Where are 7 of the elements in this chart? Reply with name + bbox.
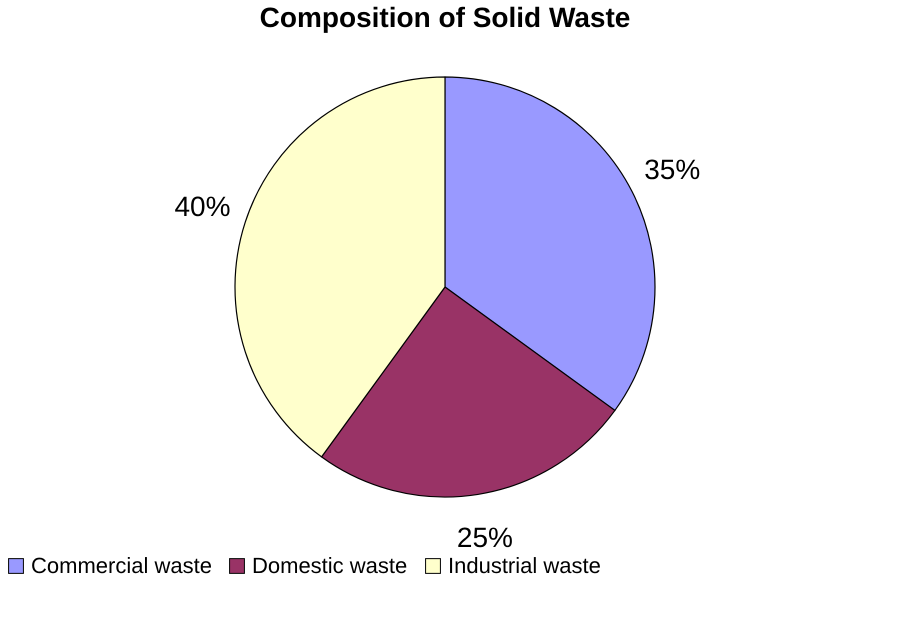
legend-label: Domestic waste xyxy=(252,553,408,578)
data-label: 25% xyxy=(456,522,513,553)
data-label: 35% xyxy=(644,154,700,186)
legend-label: Industrial waste xyxy=(448,553,601,578)
chart-title: Composition of Solid Waste xyxy=(260,2,630,33)
legend-label: Commercial waste xyxy=(31,553,212,578)
data-label: 40% xyxy=(174,191,231,222)
